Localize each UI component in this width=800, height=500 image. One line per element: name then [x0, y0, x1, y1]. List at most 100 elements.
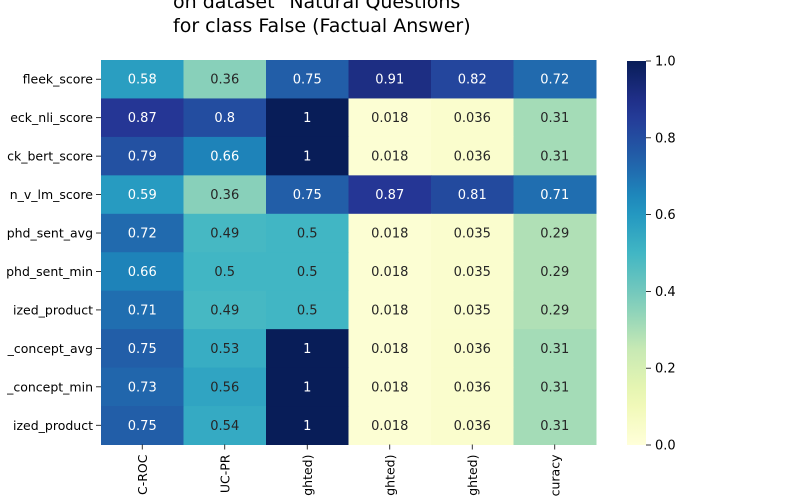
- cell-value-label: 0.31: [540, 342, 569, 357]
- cell-value-label: 0.72: [128, 227, 157, 242]
- cell-value-label: 0.81: [458, 188, 487, 203]
- heatmap-cell: [348, 136, 432, 176]
- heatmap-cell: [431, 175, 514, 215]
- heatmap-cell: [348, 213, 432, 253]
- heatmap-cells: 0.58 0.36 0.75 0.91 0.82 0.720.87 0.8 1 0.018 0.0…: [101, 60, 597, 445]
- heatmap-cell: [348, 367, 432, 407]
- cell-value-label: 0.29: [540, 265, 569, 280]
- heatmap-cell: [266, 367, 349, 407]
- heatmap-cell: [101, 367, 184, 407]
- heatmap-cell: [431, 367, 514, 407]
- colorbar: [627, 61, 646, 445]
- heatmap-cell: [431, 213, 514, 253]
- row-label: eck_nli_score: [10, 110, 93, 125]
- cell-value-label: 1: [303, 419, 311, 434]
- colorbar-tick-label: 0.4: [655, 285, 676, 300]
- cell-value-label: 0.018: [371, 419, 408, 434]
- heatmap-cell: [431, 290, 514, 330]
- heatmap-cell: [183, 98, 267, 138]
- heatmap-cell: [266, 329, 349, 369]
- heatmap-cell: [101, 60, 184, 99]
- heatmap-cell: [183, 290, 267, 330]
- row-label: ized_product: [13, 302, 93, 317]
- cell-value-label: 0.66: [128, 265, 157, 280]
- heatmap-cell: [431, 98, 514, 138]
- cell-value-label: 0.73: [128, 380, 157, 395]
- heatmap-cell: [431, 136, 514, 176]
- cell-value-label: 0.75: [293, 188, 322, 203]
- cell-value-label: 0.66: [210, 150, 239, 165]
- colorbar-tick-label: 0.8: [655, 131, 676, 146]
- cell-value-label: 0.31: [540, 380, 569, 395]
- heatmap-cell: [513, 252, 597, 292]
- cell-value-label: 0.75: [128, 342, 157, 357]
- cell-value-label: 0.5: [214, 265, 235, 280]
- heatmap-cell: [348, 290, 432, 330]
- cell-value-label: 0.72: [540, 73, 569, 88]
- heatmap-cell: [348, 406, 432, 445]
- heatmap-cell: [348, 252, 432, 292]
- heatmap-cell: [101, 136, 184, 176]
- cell-value-label: 0.035: [454, 303, 491, 318]
- heatmap-cell: [348, 60, 432, 99]
- heatmap-cell: [513, 60, 597, 99]
- cell-value-label: 0.58: [128, 73, 157, 88]
- heatmap-cell: [183, 252, 267, 292]
- heatmap-cell: [101, 406, 184, 445]
- heatmap-cell: [266, 136, 349, 176]
- cell-value-label: 0.036: [454, 150, 491, 165]
- cell-value-label: 0.29: [540, 227, 569, 242]
- cell-value-label: 1: [303, 380, 311, 395]
- cell-value-label: 0.31: [540, 150, 569, 165]
- heatmap-cell: [266, 406, 349, 445]
- heatmap-cell: [266, 290, 349, 330]
- row-label: phd_sent_avg: [7, 226, 93, 241]
- cell-value-label: 0.036: [454, 342, 491, 357]
- colorbar-tick-label: 0.0: [655, 439, 676, 454]
- cell-value-label: 0.29: [540, 303, 569, 318]
- heatmap-cell: [431, 329, 514, 369]
- heatmap-cell: [266, 60, 349, 99]
- heatmap-cell: [513, 290, 597, 330]
- column-label: ghted): [465, 455, 480, 496]
- cell-value-label: 0.87: [375, 188, 404, 203]
- heatmap-cell: [266, 213, 349, 253]
- cell-value-label: 0.79: [128, 150, 157, 165]
- cell-value-label: 0.018: [371, 303, 408, 318]
- heatmap-cell: [431, 60, 514, 99]
- cell-value-label: 0.75: [293, 73, 322, 88]
- heatmap-cell: [183, 213, 267, 253]
- column-label: curacy: [547, 454, 562, 496]
- heatmap-cell: [513, 213, 597, 253]
- cell-value-label: 0.018: [371, 265, 408, 280]
- cell-value-label: 0.5: [297, 265, 318, 280]
- cell-value-label: 0.8: [214, 111, 235, 126]
- heatmap-cell: [183, 136, 267, 176]
- column-label: ghted): [382, 455, 397, 496]
- cell-value-label: 0.018: [371, 150, 408, 165]
- cell-value-label: 0.36: [210, 188, 239, 203]
- heatmap-cell: [101, 290, 184, 330]
- cell-value-label: 0.54: [210, 419, 239, 434]
- heatmap-cell: [101, 329, 184, 369]
- cell-value-label: 1: [303, 111, 311, 126]
- heatmap-cell: [183, 406, 267, 445]
- colorbar-tick-label: 0.2: [655, 362, 676, 377]
- heatmap-cell: [513, 367, 597, 407]
- cell-value-label: 0.035: [454, 265, 491, 280]
- heatmap-cell: [348, 175, 432, 215]
- heatmap-cell: [183, 367, 267, 407]
- row-label: ck_bert_score: [7, 149, 93, 164]
- cell-value-label: 0.49: [210, 303, 239, 318]
- cell-value-label: 0.036: [454, 111, 491, 126]
- heatmap-cell: [513, 98, 597, 138]
- colorbar-tick-label: 0.6: [655, 208, 676, 223]
- heatmap-cell: [101, 175, 184, 215]
- cell-value-label: 0.036: [454, 419, 491, 434]
- colorbar-ticks: 0.0 0.2 0.4 0.6 0.8 1.0: [646, 55, 676, 454]
- cell-value-label: 0.018: [371, 227, 408, 242]
- heatmap-cell: [266, 252, 349, 292]
- heatmap-cell: [513, 406, 597, 445]
- cell-value-label: 0.87: [128, 111, 157, 126]
